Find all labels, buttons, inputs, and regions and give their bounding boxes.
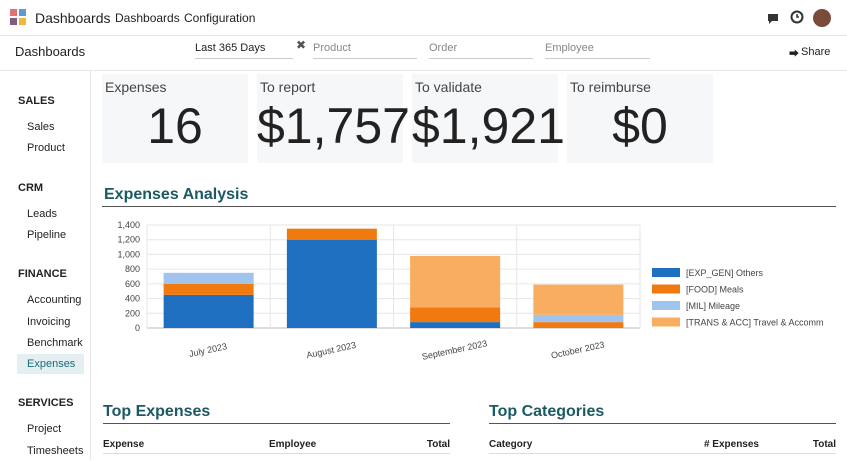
- clear-filter[interactable]: ✖: [296, 38, 307, 52]
- sidebar-item[interactable]: Sales: [27, 121, 55, 133]
- bar-segment: [163, 294, 254, 328]
- sidebar-border: [90, 70, 91, 460]
- app-title[interactable]: Dashboards: [35, 10, 111, 26]
- y-tick-label: 200: [125, 308, 140, 318]
- share-icon[interactable]: ⮕: [789, 49, 799, 60]
- sidebar-item[interactable]: Leads: [27, 207, 57, 220]
- breadcrumb: Dashboards: [15, 44, 86, 59]
- legend-label: [TRANS & ACC] Travel & Accomm: [686, 318, 824, 328]
- bar-segment: [410, 255, 501, 308]
- table-title: Top Expenses: [103, 403, 211, 420]
- y-tick-label: 1,200: [117, 235, 140, 245]
- systray[interactable]: [766, 8, 836, 30]
- sidebar-item[interactable]: Product: [27, 142, 65, 155]
- legend-label: [FOOD] Meals: [686, 285, 744, 295]
- legend-swatch: [652, 317, 680, 327]
- divider: [0, 70, 847, 71]
- sidebar-item[interactable]: Invoicing: [27, 315, 71, 328]
- filter-input[interactable]: Product: [313, 42, 417, 59]
- table-header: Expense: [103, 439, 145, 450]
- menu-item[interactable]: Dashboards: [115, 11, 180, 25]
- legend-swatch: [652, 268, 680, 277]
- bar-segment: [410, 307, 501, 323]
- x-tick-label: July 2023: [188, 341, 228, 359]
- y-tick-label: 600: [125, 279, 140, 289]
- period-filter[interactable]: Last 365 Days: [195, 42, 293, 59]
- menu-item[interactable]: Configuration: [184, 11, 256, 25]
- legend-swatch: [652, 301, 680, 310]
- filter-input[interactable]: Order: [429, 42, 533, 59]
- y-tick-label: 1,400: [117, 220, 140, 230]
- bar-segment: [410, 322, 501, 328]
- y-tick-label: 0: [135, 323, 140, 333]
- title-rule: [103, 423, 450, 424]
- header-rule: [103, 453, 450, 454]
- legend-swatch: [652, 284, 680, 294]
- x-tick-label: August 2023: [305, 340, 357, 360]
- kpi-label: To validate: [415, 79, 482, 95]
- table-header: Total: [426, 439, 450, 450]
- kpi-value: $1,921: [412, 98, 565, 154]
- bar-segment: [533, 322, 624, 328]
- sidebar-section: SERVICES: [18, 397, 74, 410]
- sidebar-item[interactable]: Project: [27, 423, 62, 436]
- top-nav: [0, 0, 847, 36]
- kpi-label: To report: [260, 79, 316, 95]
- table-header: Total: [812, 439, 836, 450]
- kpi-value: $0: [612, 98, 668, 154]
- y-tick-label: 1,000: [117, 249, 140, 259]
- app-logo: [10, 9, 26, 25]
- table-title: Top Categories: [489, 403, 605, 420]
- filter-input[interactable]: Employee: [545, 42, 650, 59]
- chart-title: Expenses Analysis: [104, 186, 249, 203]
- share-button[interactable]: Share: [801, 46, 831, 58]
- kpi-card: [257, 74, 403, 163]
- sidebar-item[interactable]: Expenses: [17, 354, 84, 375]
- title-rule: [102, 206, 836, 207]
- x-tick-label: October 2023: [550, 340, 605, 361]
- bar-segment: [533, 314, 624, 323]
- y-tick-label: 800: [125, 264, 140, 274]
- title-rule: [489, 423, 836, 424]
- bar-segment: [533, 284, 624, 315]
- sidebar-item[interactable]: Benchmark: [27, 336, 83, 349]
- bar-segment: [286, 239, 377, 328]
- bar-segment: [163, 283, 254, 295]
- table-header: Category: [489, 439, 533, 450]
- kpi-value: 16: [147, 98, 203, 154]
- bar-segment: [163, 272, 254, 284]
- sidebar-section: FINANCE: [18, 268, 67, 281]
- legend-label: [MIL] Mileage: [686, 301, 740, 311]
- y-tick-label: 400: [125, 294, 140, 304]
- table-header: Employee: [269, 439, 317, 450]
- sidebar-item[interactable]: Timesheets: [27, 444, 84, 457]
- sidebar-item[interactable]: Accounting: [27, 294, 82, 307]
- kpi-card: [412, 74, 558, 163]
- legend-label: [EXP_GEN] Others: [686, 268, 764, 278]
- kpi-value: $1,757: [257, 98, 410, 154]
- sidebar-section: SALES: [18, 95, 55, 107]
- sidebar-item[interactable]: Pipeline: [27, 228, 67, 241]
- kpi-card: [567, 74, 713, 163]
- kpi-card: [102, 74, 248, 163]
- kpi-label: To reimburse: [570, 79, 651, 95]
- bar-segment: [286, 228, 377, 240]
- table-header: # Expenses: [703, 439, 759, 450]
- header-rule: [489, 453, 836, 454]
- sidebar-section: CRM: [18, 181, 44, 194]
- kpi-label: Expenses: [105, 79, 167, 95]
- x-tick-label: September 2023: [421, 338, 488, 362]
